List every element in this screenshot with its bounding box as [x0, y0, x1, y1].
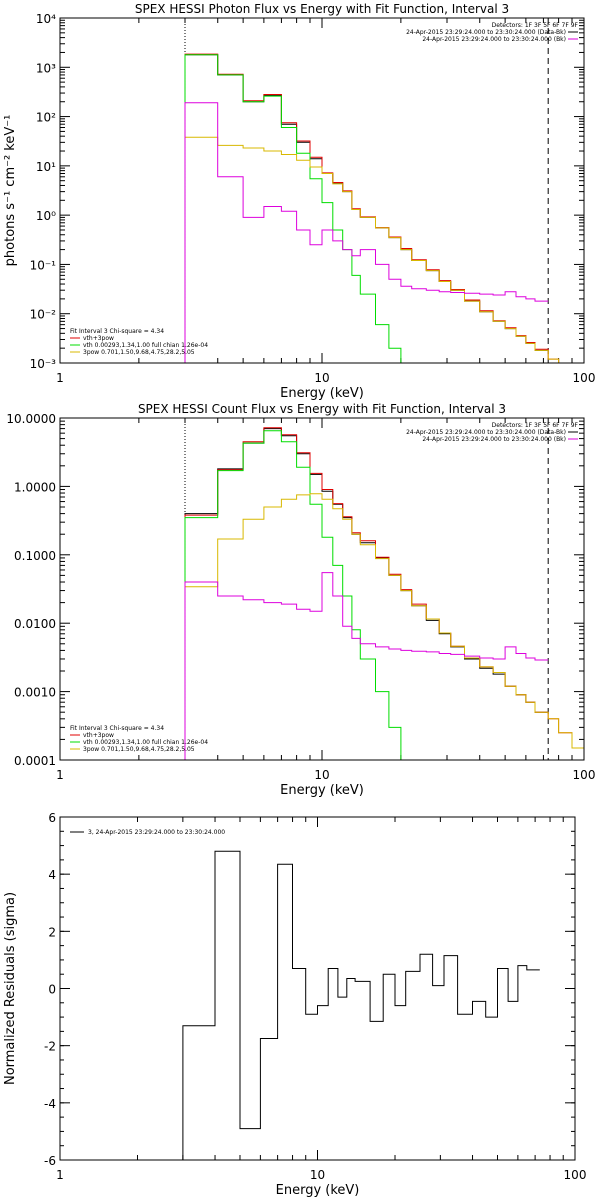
y-tick-label: 10⁴ [36, 12, 56, 26]
legend-entry: Fit Interval 3 Chi-square = 4.34 [70, 328, 164, 335]
legend-entry: 24-Apr-2015 23:29:24.000 to 23:30:24.000… [422, 436, 566, 443]
series-line [184, 493, 584, 760]
chart-panel-3: 1 10 100 -6 -4 -2 0 2 4 6 Energy (keV) Normalized R… [3, 811, 586, 1198]
y-axis-label: Normalized Residuals (sigma) [3, 892, 18, 1085]
x-axis-label: Energy (keV) [276, 1183, 360, 1198]
series-line [184, 102, 549, 363]
y-tick-label: -6 [44, 1154, 56, 1168]
legend-entry: 3pow 0.701,1.50,9.68,4.75,28.2,5.05 [83, 746, 195, 753]
legend-entry: Detectors: 1F 3F 5F 6F 7F 9F [492, 22, 579, 29]
legend-entry: vth 0.00293,1.34,1.00 full chian 1.26e-0… [83, 342, 208, 349]
plot-frame [59, 417, 585, 761]
series-line [184, 54, 427, 363]
series-line [184, 572, 549, 760]
x-tick-label: 100 [573, 371, 596, 385]
y-tick-label: 10² [36, 111, 56, 125]
y-tick-label: -2 [44, 1040, 56, 1054]
series-line [184, 427, 584, 760]
x-tick-label: 10 [314, 768, 329, 782]
plot-frame [59, 17, 585, 364]
legend-entry: 24-Apr-2015 23:29:24.000 to 23:30:24.000… [406, 29, 566, 36]
y-tick-label: 6 [48, 811, 56, 825]
plot-area [184, 418, 584, 760]
y-tick-label: 10⁻¹ [30, 258, 57, 272]
y-tick-label: 10⁰ [36, 209, 56, 223]
y-axis-label: photons s⁻¹ cm⁻² keV⁻¹ [3, 115, 18, 267]
y-tick-label: 10⁻³ [30, 357, 57, 371]
plot-area [182, 850, 540, 1160]
y-tick-label: 0 [48, 983, 56, 997]
plot-frame [59, 816, 576, 1161]
legend-entry: vth 0.00293,1.34,1.00 full chian 1.26e-0… [83, 739, 208, 746]
y-tick-label: 1.0000 [14, 480, 56, 494]
chart-title: SPEX HESSI Photon Flux vs Energy with Fi… [135, 2, 509, 16]
y-tick-label: 10⁻² [30, 308, 57, 322]
y-tick-label: 2 [48, 925, 56, 939]
y-tick-label: 0.0001 [14, 754, 56, 768]
y-tick-label: 10¹ [36, 160, 56, 174]
legend-entry: 24-Apr-2015 23:29:24.000 to 23:30:24.000… [406, 429, 566, 436]
x-tick-label: 10 [310, 1168, 325, 1182]
legend-entry: 3pow 0.701,1.50,9.68,4.75,28.2,5.05 [83, 349, 195, 356]
y-tick-label: 0.0100 [14, 617, 56, 631]
series-line [184, 430, 412, 760]
y-tick-label: 4 [48, 868, 56, 882]
legend-entry: vth+3pow [83, 335, 114, 342]
series-line [184, 53, 584, 363]
x-tick-label: 1 [56, 1168, 64, 1182]
legend-entry: vth+3pow [83, 732, 114, 739]
plot-area [184, 18, 584, 363]
x-tick-label: 100 [573, 768, 596, 782]
y-tick-label: 0.1000 [14, 549, 56, 563]
y-tick-label: 0.0010 [14, 686, 56, 700]
y-tick-label: -4 [44, 1097, 56, 1111]
x-axis-label: Energy (keV) [280, 783, 364, 798]
x-tick-label: 100 [564, 1168, 587, 1182]
legend-entry: Detectors: 1F 3F 5F 6F 7F 9F [492, 422, 579, 429]
series-line [184, 428, 549, 760]
x-tick-label: 1 [56, 371, 64, 385]
x-axis-label: Energy (keV) [280, 386, 364, 401]
series-line [182, 850, 540, 1160]
chart-panel-1: SPEX HESSI Photon Flux vs Energy with Fi… [3, 2, 595, 401]
x-tick-label: 1 [56, 768, 64, 782]
legend-entry: Fit Interval 3 Chi-square = 4.34 [70, 725, 164, 732]
chart-title: SPEX HESSI Count Flux vs Energy with Fit… [138, 402, 506, 416]
series-line [184, 54, 549, 363]
x-tick-label: 10 [314, 371, 329, 385]
y-tick-label: 10³ [36, 61, 56, 75]
series-line [184, 136, 584, 363]
chart-panel-2: SPEX HESSI Count Flux vs Energy with Fit… [6, 402, 595, 798]
y-tick-label: 10.0000 [6, 412, 56, 426]
legend-entry: 3, 24-Apr-2015 23:29:24.000 to 23:30:24.… [88, 829, 225, 836]
legend-entry: 24-Apr-2015 23:29:24.000 to 23:30:24.000… [422, 36, 566, 43]
